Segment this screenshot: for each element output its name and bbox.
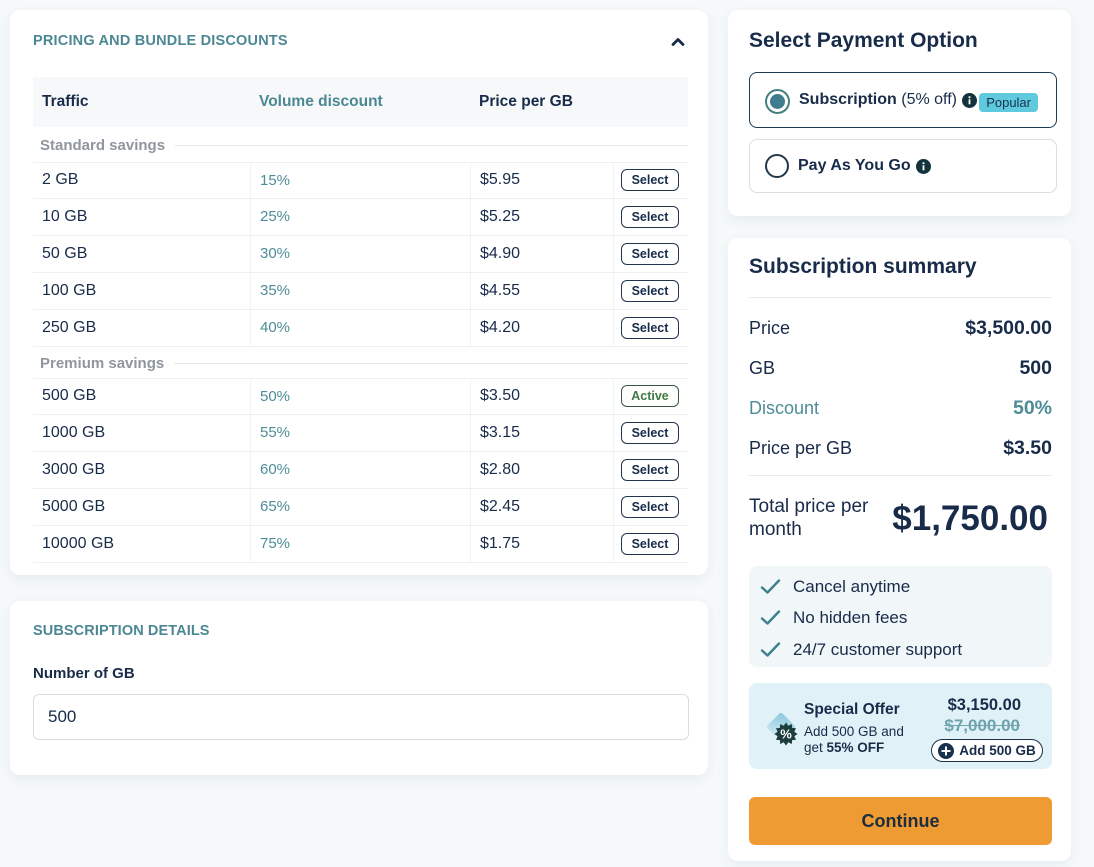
svg-text:%: % bbox=[780, 727, 792, 742]
